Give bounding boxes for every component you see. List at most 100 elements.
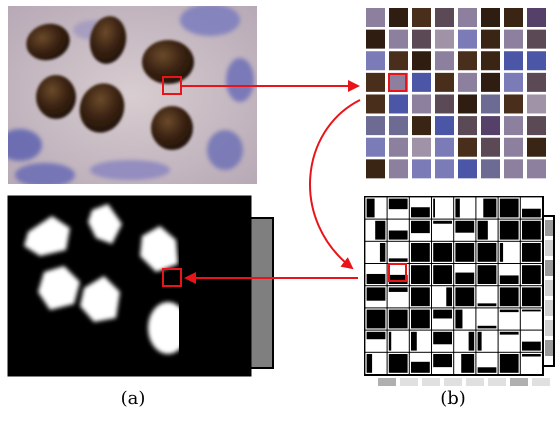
- color-patch: [504, 51, 523, 71]
- color-patch: [412, 116, 431, 136]
- binary-patch-fill: [462, 309, 475, 329]
- binary-highlight-box: [388, 263, 407, 282]
- binary-patch-fill: [432, 367, 453, 374]
- stack-edge-cell: [444, 378, 462, 386]
- binary-patch-fill: [366, 339, 386, 352]
- stack-edge-cell: [545, 340, 553, 356]
- stack-edge-cell: [545, 220, 553, 236]
- binary-patch: [454, 241, 476, 263]
- color-patch: [527, 116, 546, 136]
- color-patch: [412, 29, 431, 49]
- color-patch: [481, 116, 500, 136]
- binary-patch-fill: [499, 334, 520, 352]
- color-patch: [412, 8, 431, 27]
- stack-edge-cell: [466, 378, 484, 386]
- binary-patch: [387, 308, 409, 330]
- color-patch: [458, 137, 477, 157]
- microscopy-image: [8, 6, 257, 184]
- binary-patch-fill: [391, 331, 409, 352]
- color-patch: [527, 137, 546, 157]
- color-patch: [481, 51, 500, 71]
- binary-patch: [387, 352, 409, 374]
- binary-patch-fill: [477, 198, 484, 218]
- color-patch: [481, 8, 500, 27]
- stack-edge-cell: [378, 378, 396, 386]
- binary-patch: [498, 286, 520, 308]
- binary-patch-fill: [477, 286, 497, 304]
- binary-patch: [476, 241, 498, 263]
- color-patch: [504, 29, 523, 49]
- binary-patch-fill: [477, 353, 497, 368]
- binary-patch-fill: [410, 353, 431, 362]
- binary-patch-fill: [366, 242, 380, 263]
- color-patch: [389, 137, 408, 157]
- color-patch: [504, 159, 523, 179]
- color-patch: [458, 51, 477, 71]
- binary-patch: [409, 241, 431, 263]
- mask-frame: [7, 195, 252, 377]
- binary-patch-fill: [366, 264, 386, 274]
- binary-patch-fill: [432, 344, 453, 352]
- binary-patch-fill: [432, 318, 453, 329]
- color-patch: [481, 94, 500, 114]
- color-patch: [527, 94, 546, 114]
- stack-edge-cell: [510, 378, 528, 386]
- binary-patch: [520, 241, 543, 263]
- color-patch: [435, 94, 454, 114]
- color-patch: [458, 8, 477, 27]
- stack-edge-cell: [545, 280, 553, 296]
- color-patch: [435, 159, 454, 179]
- binary-patch-fill: [366, 300, 386, 307]
- color-patch: [504, 137, 523, 157]
- color-patch: [504, 116, 523, 136]
- binary-patch: [498, 219, 520, 241]
- color-patch: [481, 159, 500, 179]
- caption-panel-a: (a): [120, 388, 146, 409]
- color-patch: [527, 72, 546, 92]
- mask-highlight-box: [162, 268, 182, 287]
- color-patch: [458, 116, 477, 136]
- binary-patch-fill: [454, 353, 462, 374]
- binary-patch-fill: [374, 198, 386, 218]
- color-patch: [481, 29, 500, 49]
- color-patch: [389, 29, 408, 49]
- caption-panel-b: (b): [440, 388, 466, 409]
- color-patch: [527, 159, 546, 179]
- binary-patch-fill: [454, 264, 475, 273]
- color-patch: [389, 94, 408, 114]
- binary-patch-fill: [521, 356, 542, 374]
- binary-patch-fill: [434, 198, 453, 218]
- color-patch: [527, 8, 546, 27]
- binary-patch-fill: [388, 291, 409, 307]
- stack-edge-cell: [422, 378, 440, 386]
- color-patch: [412, 159, 431, 179]
- color-patch: [389, 116, 408, 136]
- binary-patch-fill: [503, 242, 520, 263]
- binary-patch: [476, 264, 498, 286]
- binary-patch-fill: [499, 264, 520, 276]
- color-patch: [366, 94, 385, 114]
- binary-patch-fill: [521, 331, 542, 342]
- color-patch: [366, 159, 385, 179]
- binary-patch-fill: [521, 198, 542, 209]
- color-patch: [504, 8, 523, 27]
- stack-edge-cell: [545, 240, 553, 256]
- color-patch: [527, 51, 546, 71]
- color-patch: [366, 137, 385, 157]
- color-patch: [458, 159, 477, 179]
- color-patch: [504, 94, 523, 114]
- binary-patch-fill: [366, 220, 376, 241]
- binary-patch-fill: [454, 331, 469, 352]
- color-patch: [435, 72, 454, 92]
- color-patch: [412, 94, 431, 114]
- color-patch: [389, 72, 408, 92]
- binary-patch: [498, 197, 520, 219]
- stained-nuclei: [26, 16, 194, 150]
- binary-patch: [365, 308, 387, 330]
- color-patch: [366, 29, 385, 49]
- stack-edge-cell: [545, 300, 553, 316]
- color-patch: [458, 29, 477, 49]
- binary-patch-fill: [388, 242, 409, 259]
- binary-patch-fill: [410, 233, 431, 241]
- color-patch: [435, 8, 454, 27]
